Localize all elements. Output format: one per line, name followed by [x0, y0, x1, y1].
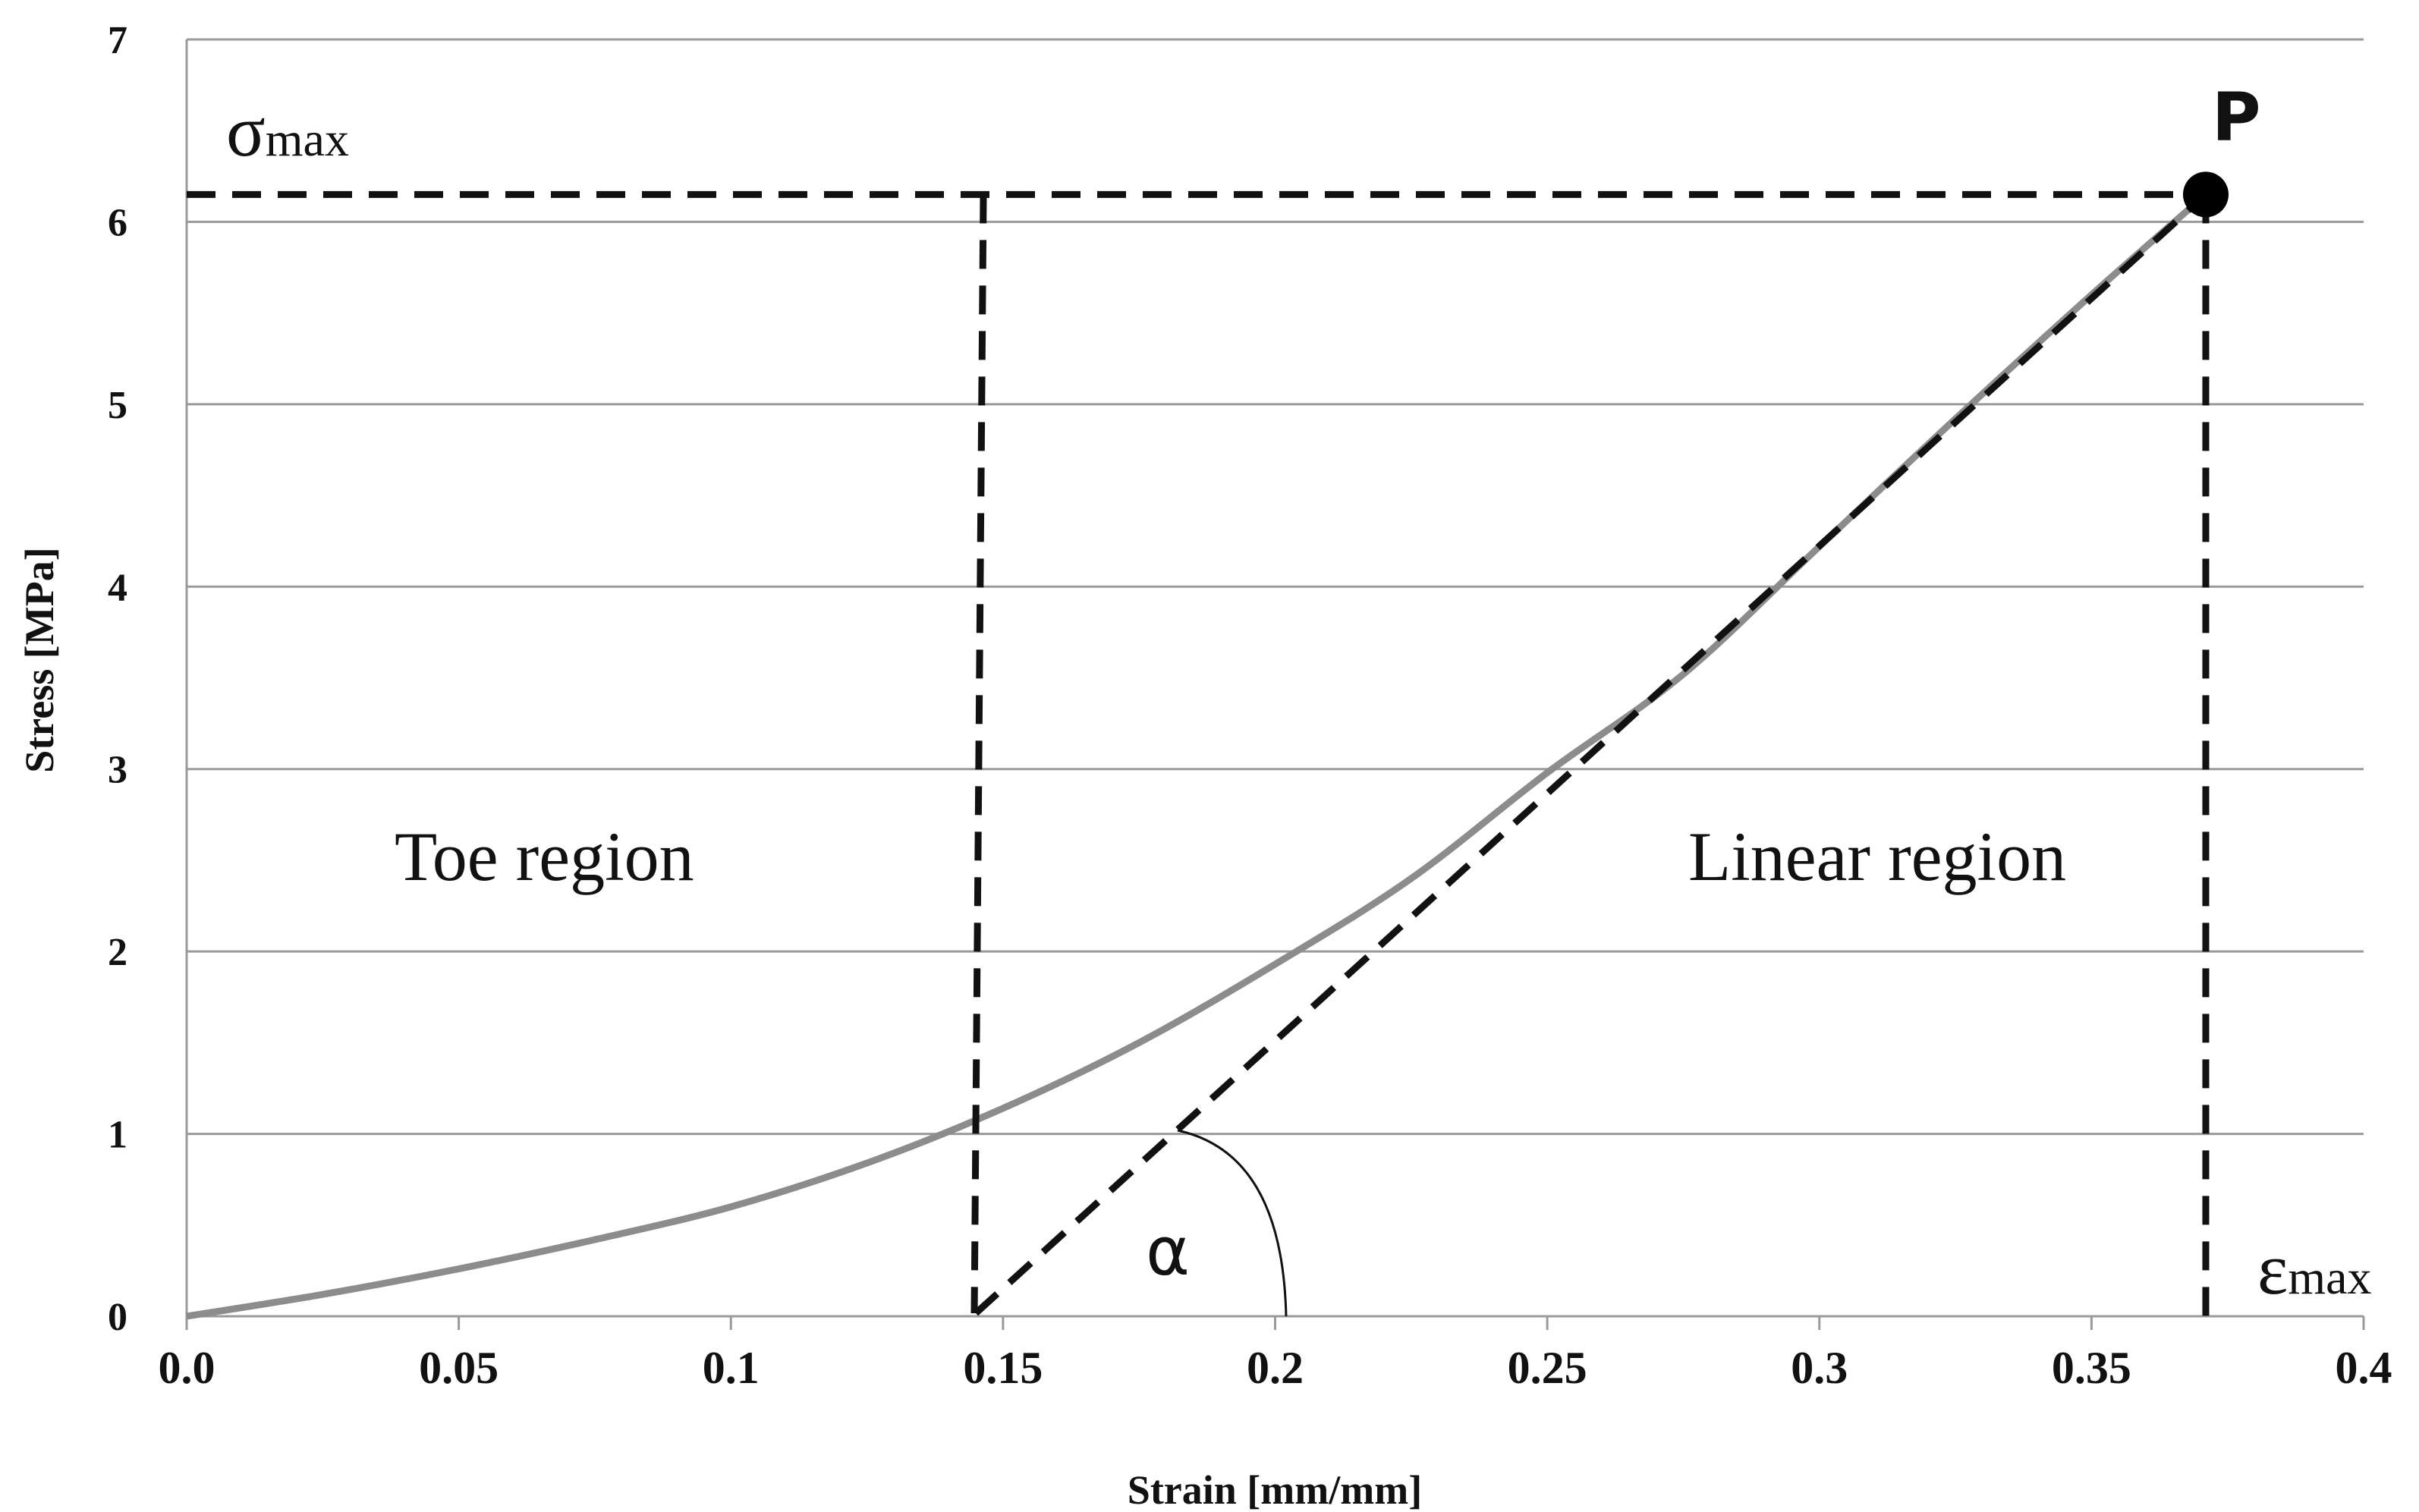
angle-arc	[1177, 1129, 1288, 1317]
epsilon-max-label: εmax	[2257, 1228, 2372, 1309]
stress-strain-curve	[186, 191, 2208, 1320]
sigma-max-label: σmax	[226, 90, 349, 171]
x-tick-0.15: 0.15	[963, 1343, 1043, 1393]
peak-point-label: P	[2212, 78, 2261, 156]
y-tick-labels: 0 1 2 3 4 5 6 7	[108, 19, 127, 1339]
epsilon-symbol: ε	[2257, 1228, 2288, 1309]
x-axis-title: Strain [mm/mm]	[1128, 1467, 1422, 1512]
x-tick-0.35: 0.35	[2052, 1343, 2131, 1393]
y-tick-4: 4	[108, 566, 127, 609]
x-tick-0.2: 0.2	[1247, 1343, 1304, 1393]
y-tick-6: 6	[108, 201, 127, 244]
gridlines	[187, 38, 2364, 1136]
x-tick-labels: 0.0 0.05 0.1 0.15 0.2 0.25 0.3 0.35 0.4	[159, 1343, 2392, 1393]
x-tick-0.05: 0.05	[419, 1343, 499, 1393]
angle-label: α	[1146, 1212, 1190, 1290]
tangent-line	[973, 192, 2209, 1316]
y-tick-0: 0	[108, 1296, 127, 1339]
y-tick-7: 7	[108, 19, 127, 62]
x-tick-0.1: 0.1	[703, 1343, 760, 1393]
x-tick-0.0: 0.0	[159, 1343, 215, 1393]
sigma-subscript: max	[266, 112, 349, 166]
series	[186, 171, 2229, 1320]
linear-region-label: Linear region	[1688, 818, 2066, 895]
sigma-symbol: σ	[226, 90, 266, 171]
x-tick-0.4: 0.4	[2336, 1343, 2392, 1393]
toe-region-label: Toe region	[395, 818, 694, 895]
peak-point-marker	[2182, 171, 2229, 218]
epsilon-subscript: max	[2288, 1250, 2371, 1304]
y-tick-1: 1	[108, 1114, 127, 1157]
y-tick-5: 5	[108, 384, 127, 427]
y-tick-3: 3	[108, 749, 127, 792]
toe-region-boundary-line	[970, 194, 987, 1314]
axes	[185, 39, 2365, 1330]
y-axis-title: Stress [MPa]	[17, 547, 62, 772]
x-tick-0.25: 0.25	[1508, 1343, 1587, 1393]
x-tick-0.3: 0.3	[1791, 1343, 1848, 1393]
y-tick-2: 2	[108, 931, 127, 974]
